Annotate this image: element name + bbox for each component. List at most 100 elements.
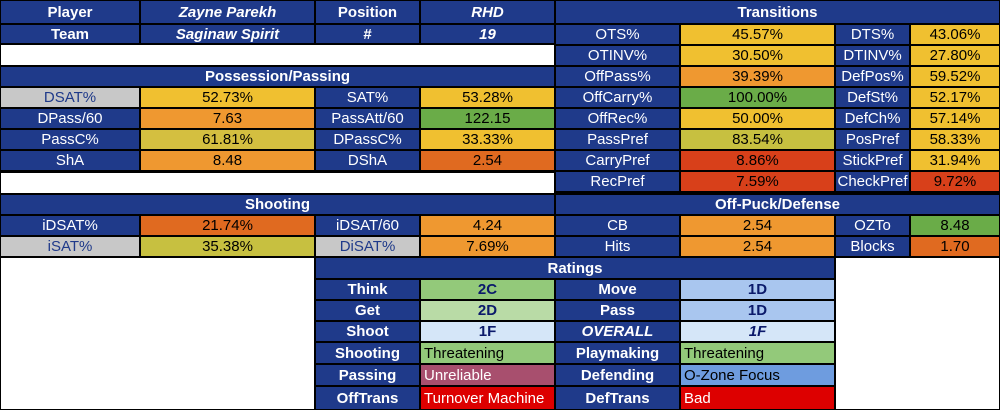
transitions-title: Transitions <box>555 0 1000 24</box>
stat-label: DPass/60 <box>0 108 140 129</box>
transition-value: 83.54% <box>680 129 835 150</box>
possession-title: Possession/Passing <box>0 66 555 87</box>
player-name: Zayne Parekh <box>140 0 315 24</box>
transition-label: CheckPref <box>835 171 910 192</box>
stat-label: ShA <box>0 150 140 171</box>
defense-value: 2.54 <box>680 215 835 236</box>
transition-value: 30.50% <box>680 45 835 66</box>
defense-label: Hits <box>555 236 680 257</box>
transition-label: PosPref <box>835 129 910 150</box>
style-value: Threatening <box>680 342 835 364</box>
rating-grade: 2C <box>420 279 555 300</box>
style-label: Playmaking <box>555 342 680 364</box>
transition-value: 43.06% <box>910 24 1000 45</box>
position-label: Position <box>315 0 420 24</box>
stat-value: 61.81% <box>140 129 315 150</box>
stat-value: 52.73% <box>140 87 315 108</box>
position-value: RHD <box>420 0 555 24</box>
style-value: Turnover Machine <box>420 386 555 410</box>
style-label: DefTrans <box>555 386 680 410</box>
style-value: Bad <box>680 386 835 410</box>
stat-label: iSAT% <box>0 236 140 257</box>
style-value: Threatening <box>420 342 555 364</box>
rating-label: Get <box>315 300 420 321</box>
transition-label: OffCarry% <box>555 87 680 108</box>
transition-value: 100.00% <box>680 87 835 108</box>
stat-label: iDSAT% <box>0 215 140 236</box>
stat-value: 33.33% <box>420 129 555 150</box>
style-value: Unreliable <box>420 364 555 386</box>
number-value: 19 <box>420 24 555 44</box>
transition-label: DTINV% <box>835 45 910 66</box>
team-label: Team <box>0 24 140 44</box>
spacer <box>835 257 1000 410</box>
rating-label: Shoot <box>315 321 420 342</box>
transition-value: 59.52% <box>910 66 1000 87</box>
transition-label: DTS% <box>835 24 910 45</box>
style-value: O-Zone Focus <box>680 364 835 386</box>
stat-label: iDSAT/60 <box>315 215 420 236</box>
rating-grade: 1F <box>680 321 835 342</box>
stat-value: 8.48 <box>140 150 315 171</box>
style-label: Defending <box>555 364 680 386</box>
transition-value: 31.94% <box>910 150 1000 171</box>
defense-label: OZTo <box>835 215 910 236</box>
rating-label: Move <box>555 279 680 300</box>
transition-value: 58.33% <box>910 129 1000 150</box>
style-label: OffTrans <box>315 386 420 410</box>
number-label: # <box>315 24 420 44</box>
transition-value: 57.14% <box>910 108 1000 129</box>
transition-label: OTS% <box>555 24 680 45</box>
stat-value: 21.74% <box>140 215 315 236</box>
transition-label: DefSt% <box>835 87 910 108</box>
transition-value: 50.00% <box>680 108 835 129</box>
transition-label: OTINV% <box>555 45 680 66</box>
transition-label: CarryPref <box>555 150 680 171</box>
spacer <box>0 44 555 66</box>
transition-label: DefPos% <box>835 66 910 87</box>
rating-label: Think <box>315 279 420 300</box>
transition-value: 9.72% <box>910 171 1000 192</box>
transition-value: 52.17% <box>910 87 1000 108</box>
stat-label: DPassC% <box>315 129 420 150</box>
stat-value: 7.63 <box>140 108 315 129</box>
defense-value: 2.54 <box>680 236 835 257</box>
transition-label: StickPref <box>835 150 910 171</box>
stat-value: 122.15 <box>420 108 555 129</box>
shooting-title: Shooting <box>0 194 555 215</box>
transition-value: 8.86% <box>680 150 835 171</box>
transition-label: PassPref <box>555 129 680 150</box>
spacer <box>0 172 555 194</box>
transition-label: OffPass% <box>555 66 680 87</box>
stat-label: PassC% <box>0 129 140 150</box>
stat-value: 35.38% <box>140 236 315 257</box>
transition-value: 7.59% <box>680 171 835 192</box>
style-label: Passing <box>315 364 420 386</box>
stat-value: 2.54 <box>420 150 555 171</box>
stat-label: PassAtt/60 <box>315 108 420 129</box>
rating-grade: 1D <box>680 279 835 300</box>
transition-value: 45.57% <box>680 24 835 45</box>
stat-value: 4.24 <box>420 215 555 236</box>
style-label: Shooting <box>315 342 420 364</box>
rating-grade: 1F <box>420 321 555 342</box>
stat-label: DiSAT% <box>315 236 420 257</box>
player-label: Player <box>0 0 140 24</box>
ratings-title: Ratings <box>315 257 835 279</box>
rating-label: Pass <box>555 300 680 321</box>
spacer <box>0 257 315 410</box>
defense-label: Blocks <box>835 236 910 257</box>
transition-label: DefCh% <box>835 108 910 129</box>
transition-label: RecPref <box>555 171 680 192</box>
defense-value: 1.70 <box>910 236 1000 257</box>
transition-value: 39.39% <box>680 66 835 87</box>
team-name: Saginaw Spirit <box>140 24 315 44</box>
stat-value: 53.28% <box>420 87 555 108</box>
stat-label: DSAT% <box>0 87 140 108</box>
rating-grade: 1D <box>680 300 835 321</box>
defense-value: 8.48 <box>910 215 1000 236</box>
transition-label: OffRec% <box>555 108 680 129</box>
defense-label: CB <box>555 215 680 236</box>
stat-label: DShA <box>315 150 420 171</box>
stat-label: SAT% <box>315 87 420 108</box>
